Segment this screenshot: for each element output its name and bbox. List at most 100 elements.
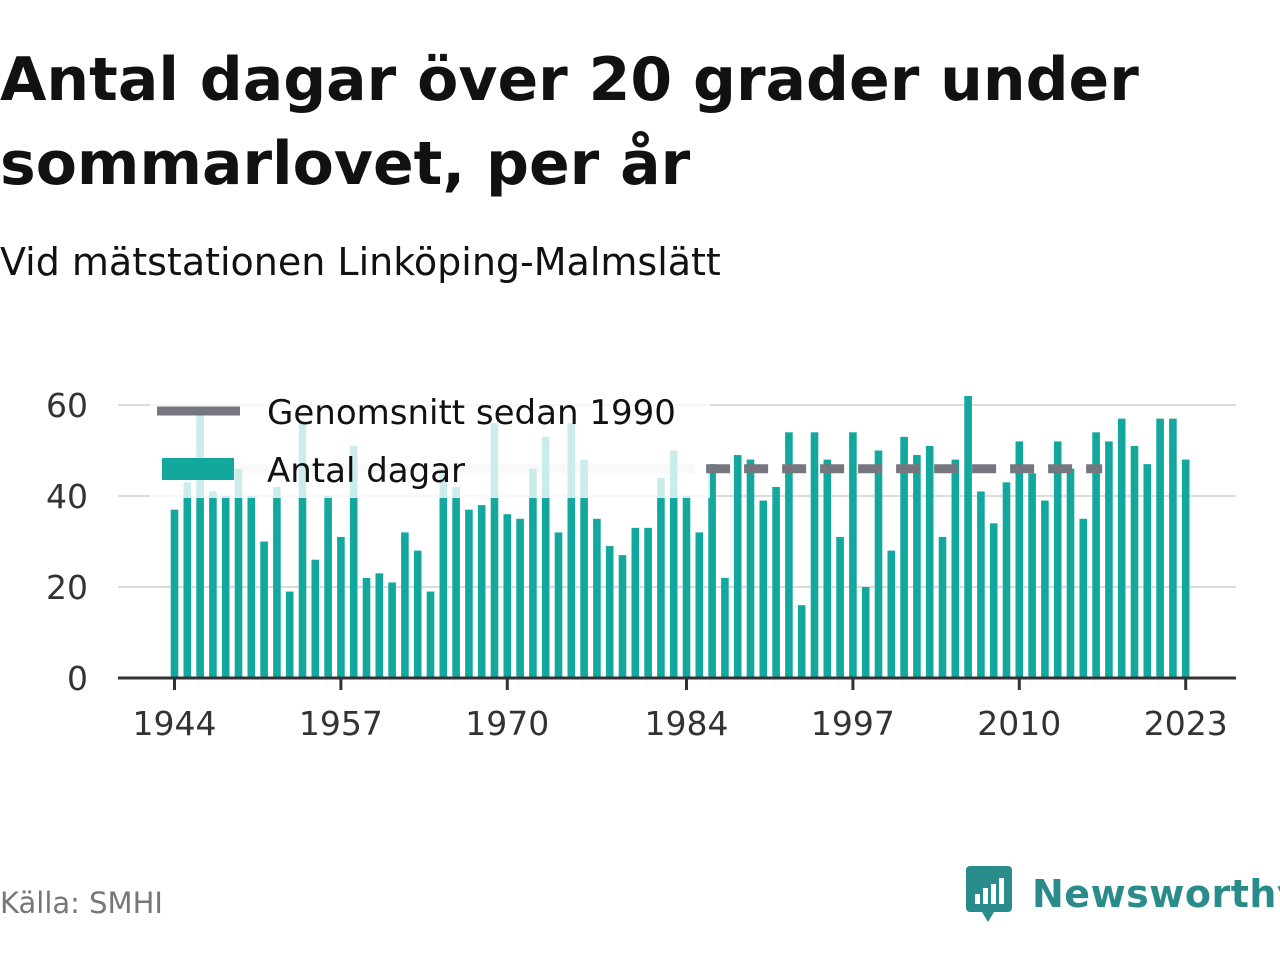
bar-1972 [529, 468, 537, 678]
bar-2005 [951, 459, 960, 678]
newsworthy-logo-icon [966, 866, 1012, 922]
bar-1950 [247, 496, 256, 678]
bar-2001 [900, 436, 908, 678]
bar-1992 [785, 432, 793, 678]
bar-1946 [196, 414, 204, 678]
bar-2013 [1053, 441, 1062, 678]
bar-2007 [977, 491, 985, 678]
bar-chart: 0 20 40 60 1944 1957 1970 1984 1997 2010 2023 Geno… [46, 380, 1236, 743]
bar-2012 [1041, 500, 1049, 678]
x-tick-label: 2023 [1144, 704, 1228, 743]
legend-backdrop [150, 380, 710, 498]
legend-bars-label: Antal dagar [267, 451, 465, 491]
bar-1977 [593, 518, 601, 678]
bar-1956 [324, 496, 332, 678]
bar-1986 [708, 464, 716, 678]
bar-2016 [1092, 432, 1100, 678]
bar-1985 [695, 532, 704, 678]
x-tick-label: 1957 [299, 704, 383, 743]
source-note: Källa: SMHI [0, 886, 163, 920]
bar-1982 [657, 477, 665, 678]
x-tick-label: 1970 [465, 704, 549, 743]
bar-1990 [759, 500, 768, 678]
bar-1958 [349, 445, 358, 678]
bar-2003 [925, 445, 934, 678]
bar-2018 [1117, 418, 1126, 678]
axes: 0 20 40 60 1944 1957 1970 1984 1997 2010 2023 [46, 386, 1236, 743]
x-tick-label: 1997 [811, 704, 895, 743]
brand-name: Newsworthy [1032, 872, 1280, 916]
bar-2014 [1066, 468, 1075, 678]
bar-1978 [605, 546, 614, 678]
x-tick-label: 2010 [977, 704, 1061, 743]
bar-1976 [580, 459, 588, 678]
bar-1966 [452, 486, 460, 678]
bar-1947 [209, 491, 217, 678]
bar-1963 [413, 550, 422, 678]
y-tick-label: 20 [46, 568, 88, 607]
bar-1984 [682, 496, 691, 678]
y-tick-label: 0 [67, 659, 88, 698]
bar-1960 [375, 573, 384, 678]
bar-2017 [1105, 441, 1113, 678]
bar-1964 [426, 591, 435, 678]
bar-1981 [644, 527, 652, 678]
bar-2002 [913, 455, 921, 678]
bar-2009 [1002, 482, 1011, 678]
bar-1999 [874, 450, 883, 678]
bar-1961 [388, 582, 396, 678]
bar-1989 [746, 459, 755, 678]
bar-1951 [260, 541, 268, 678]
bar-2011 [1028, 473, 1036, 678]
chart-title: Antal dagar över 20 grader under sommarl… [0, 45, 1139, 199]
y-tick-label: 60 [46, 386, 88, 425]
legend-bars-swatch [162, 458, 234, 480]
bar-1959 [362, 577, 371, 678]
bar-1968 [477, 505, 486, 678]
bar-2020 [1143, 464, 1152, 678]
bar-1952 [273, 486, 281, 678]
bar-1975 [567, 423, 576, 678]
brand-logo: Newsworthy [964, 864, 1280, 924]
bars [150, 380, 1190, 678]
bar-1948 [221, 496, 230, 678]
bar-1980 [631, 527, 640, 678]
chart-subtitle: Vid mätstationen Linköping-Malmslätt [0, 240, 721, 284]
bar-1949 [234, 468, 243, 678]
bar-1965 [439, 468, 448, 678]
bar-1998 [861, 587, 870, 678]
bar-1957 [337, 536, 345, 678]
bar-1954 [298, 423, 307, 678]
bar-2019 [1130, 445, 1139, 678]
bar-1991 [772, 486, 780, 678]
bar-1967 [465, 509, 473, 678]
bar-1973 [541, 436, 550, 678]
y-tick-label: 40 [46, 477, 88, 516]
bar-1974 [554, 532, 563, 678]
bar-1969 [490, 423, 499, 678]
legend: Genomsnitt sedan 1990 Antal dagar [157, 393, 676, 491]
x-tick-label: 1944 [133, 704, 217, 743]
bar-2006 [964, 395, 972, 678]
bar-2021 [1156, 418, 1164, 678]
bar-2004 [938, 536, 947, 678]
bar-1970 [503, 514, 512, 678]
bar-2000 [887, 550, 896, 678]
bar-1955 [311, 559, 320, 678]
bar-1953 [285, 591, 294, 678]
bar-1995 [823, 459, 832, 678]
bar-2010 [1015, 441, 1024, 678]
bar-1994 [810, 432, 819, 678]
bar-1971 [516, 518, 524, 678]
bar-1988 [733, 455, 742, 678]
bar-1983 [669, 450, 678, 678]
bar-1945 [183, 482, 192, 678]
bar-1993 [797, 605, 806, 678]
bar-1979 [618, 555, 627, 678]
legend-average-label: Genomsnitt sedan 1990 [267, 393, 676, 433]
bar-2008 [989, 523, 998, 678]
bar-2022 [1169, 418, 1177, 678]
bar-2015 [1079, 518, 1088, 678]
bar-2023 [1181, 459, 1190, 678]
bar-1987 [721, 577, 729, 678]
